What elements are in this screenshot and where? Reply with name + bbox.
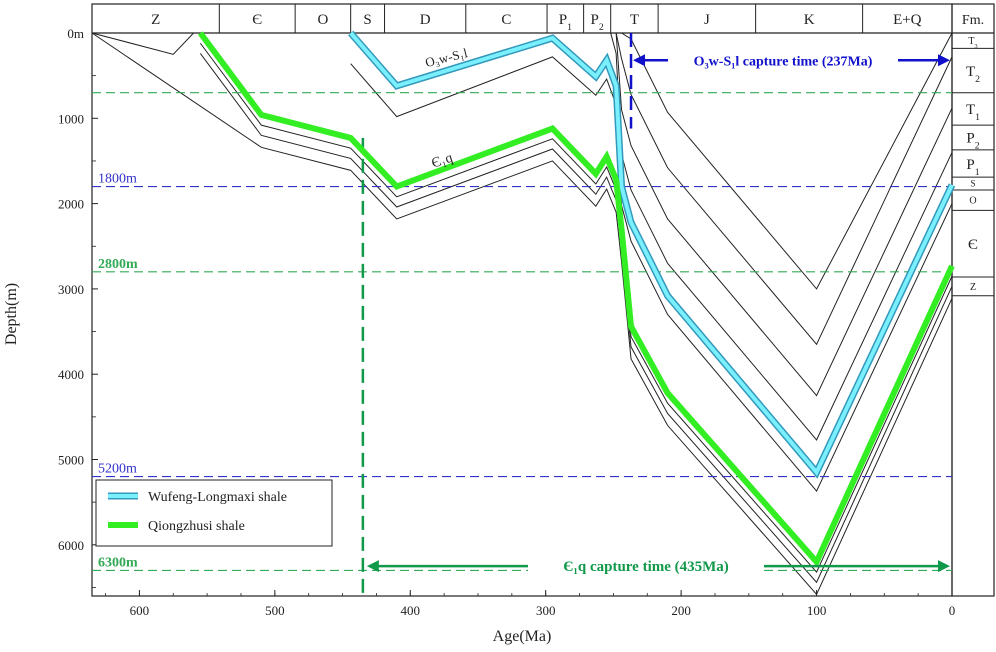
x-tick-label: 100 xyxy=(807,603,827,618)
x-tick-label: 600 xyxy=(130,603,150,618)
reference-label: 1800m xyxy=(98,172,137,187)
y-tick-label: 2000 xyxy=(58,197,84,212)
annotation-qiongzhusi: Є₁q capture time (435Ma) xyxy=(563,559,729,575)
period-label-z: Z xyxy=(151,12,160,28)
period-label-p: P2 xyxy=(591,12,604,33)
formation-label-t: T1 xyxy=(966,102,980,123)
x-tick-label: 300 xyxy=(536,603,556,618)
formation-label-z: Z xyxy=(970,282,976,293)
formation-label-p: P1 xyxy=(966,157,979,178)
reference-label: 2800m xyxy=(98,257,138,272)
reference-label: 6300m xyxy=(98,555,138,570)
y-tick-label: 6000 xyxy=(58,538,84,553)
formation-label-p: P2 xyxy=(966,131,979,152)
reference-lines: 1800m 2800m 5200m 6300m xyxy=(92,33,952,596)
period-label-s: S xyxy=(363,12,371,28)
period-label-є: Є xyxy=(252,12,262,28)
legend: Wufeng-Longmaxi shale Qiongzhusi shale xyxy=(95,479,333,547)
annotation-bg-qiongzhusi xyxy=(528,555,764,578)
arrow-qiongzhusi-head-right xyxy=(938,560,950,573)
x-axis-title: Age(Ma) xyxy=(493,628,552,645)
period-label-j: J xyxy=(704,12,710,28)
legend-label-qiongzhusi: Qiongzhusi shale xyxy=(148,519,245,534)
stratum-line-lower xyxy=(199,42,953,574)
annotation-wufeng: O₃w-S₁l capture time (237Ma) xyxy=(694,54,873,69)
period-label-c: C xyxy=(501,12,511,28)
stratum-line-mid xyxy=(350,56,953,492)
formation-label-t: T2 xyxy=(966,64,980,85)
x-tick-label: 0 xyxy=(949,603,956,618)
series-qiongzhusi xyxy=(197,31,955,568)
formation-column-frame xyxy=(951,3,995,597)
period-label-o: O xyxy=(317,12,328,28)
formation-label-o: O xyxy=(969,196,976,207)
stratum-line-upper xyxy=(610,32,953,290)
y-tick-label: 4000 xyxy=(58,367,84,382)
y-tick-label: 1000 xyxy=(58,111,84,126)
formation-label-s: S xyxy=(970,179,975,189)
legend-label-wufeng: Wufeng-Longmaxi shale xyxy=(148,490,287,505)
y-tick-label: 3000 xyxy=(58,282,84,297)
x-tick-label: 400 xyxy=(401,603,421,618)
period-label-d: D xyxy=(420,12,431,28)
stratum-line-basement xyxy=(91,32,194,55)
stratum-line-upper xyxy=(610,32,953,441)
x-tick-label: 200 xyxy=(671,603,691,618)
burial-curves-thin xyxy=(91,32,953,596)
period-label-p: P1 xyxy=(559,12,572,33)
period-label-k: K xyxy=(804,12,815,28)
x-tick-label: 500 xyxy=(265,603,285,618)
period-label-t: T xyxy=(630,12,639,28)
reference-label: 5200m xyxy=(98,462,137,477)
period-header: Z Є O S D C P1 P2 T J K E+Q Fm. xyxy=(151,4,984,33)
formation-header: Fm. xyxy=(962,13,984,28)
stratum-line-base xyxy=(91,32,953,596)
formation-label-є: Є xyxy=(968,237,978,253)
arrow-wufeng-head-right xyxy=(938,54,950,67)
axes: 600 500 400 300 200 100 00m1000200030004000500… xyxy=(58,26,955,618)
legend-box xyxy=(95,479,333,547)
series-wufeng-outline xyxy=(348,30,956,479)
stratum-line-lower xyxy=(199,53,953,584)
y-axis-title: Depth(m) xyxy=(3,283,20,345)
arrow-wufeng-head-left xyxy=(633,54,646,67)
curve-label-lower: Є₁q xyxy=(430,151,455,172)
capture-time-annotations: O₃w-S₁l capture time (237Ma) Є₁q capture … xyxy=(366,50,950,578)
period-label-e+q: E+Q xyxy=(893,12,922,28)
annotation-bg-wufeng xyxy=(668,50,898,71)
formation-label-t: T3 xyxy=(968,36,977,50)
stratum-line-upper xyxy=(610,32,953,397)
series-wufeng xyxy=(349,31,954,476)
arrow-qiongzhusi-head-left xyxy=(366,560,379,573)
y-tick-label: 5000 xyxy=(58,453,84,468)
y-tick-label: 0m xyxy=(67,26,84,41)
